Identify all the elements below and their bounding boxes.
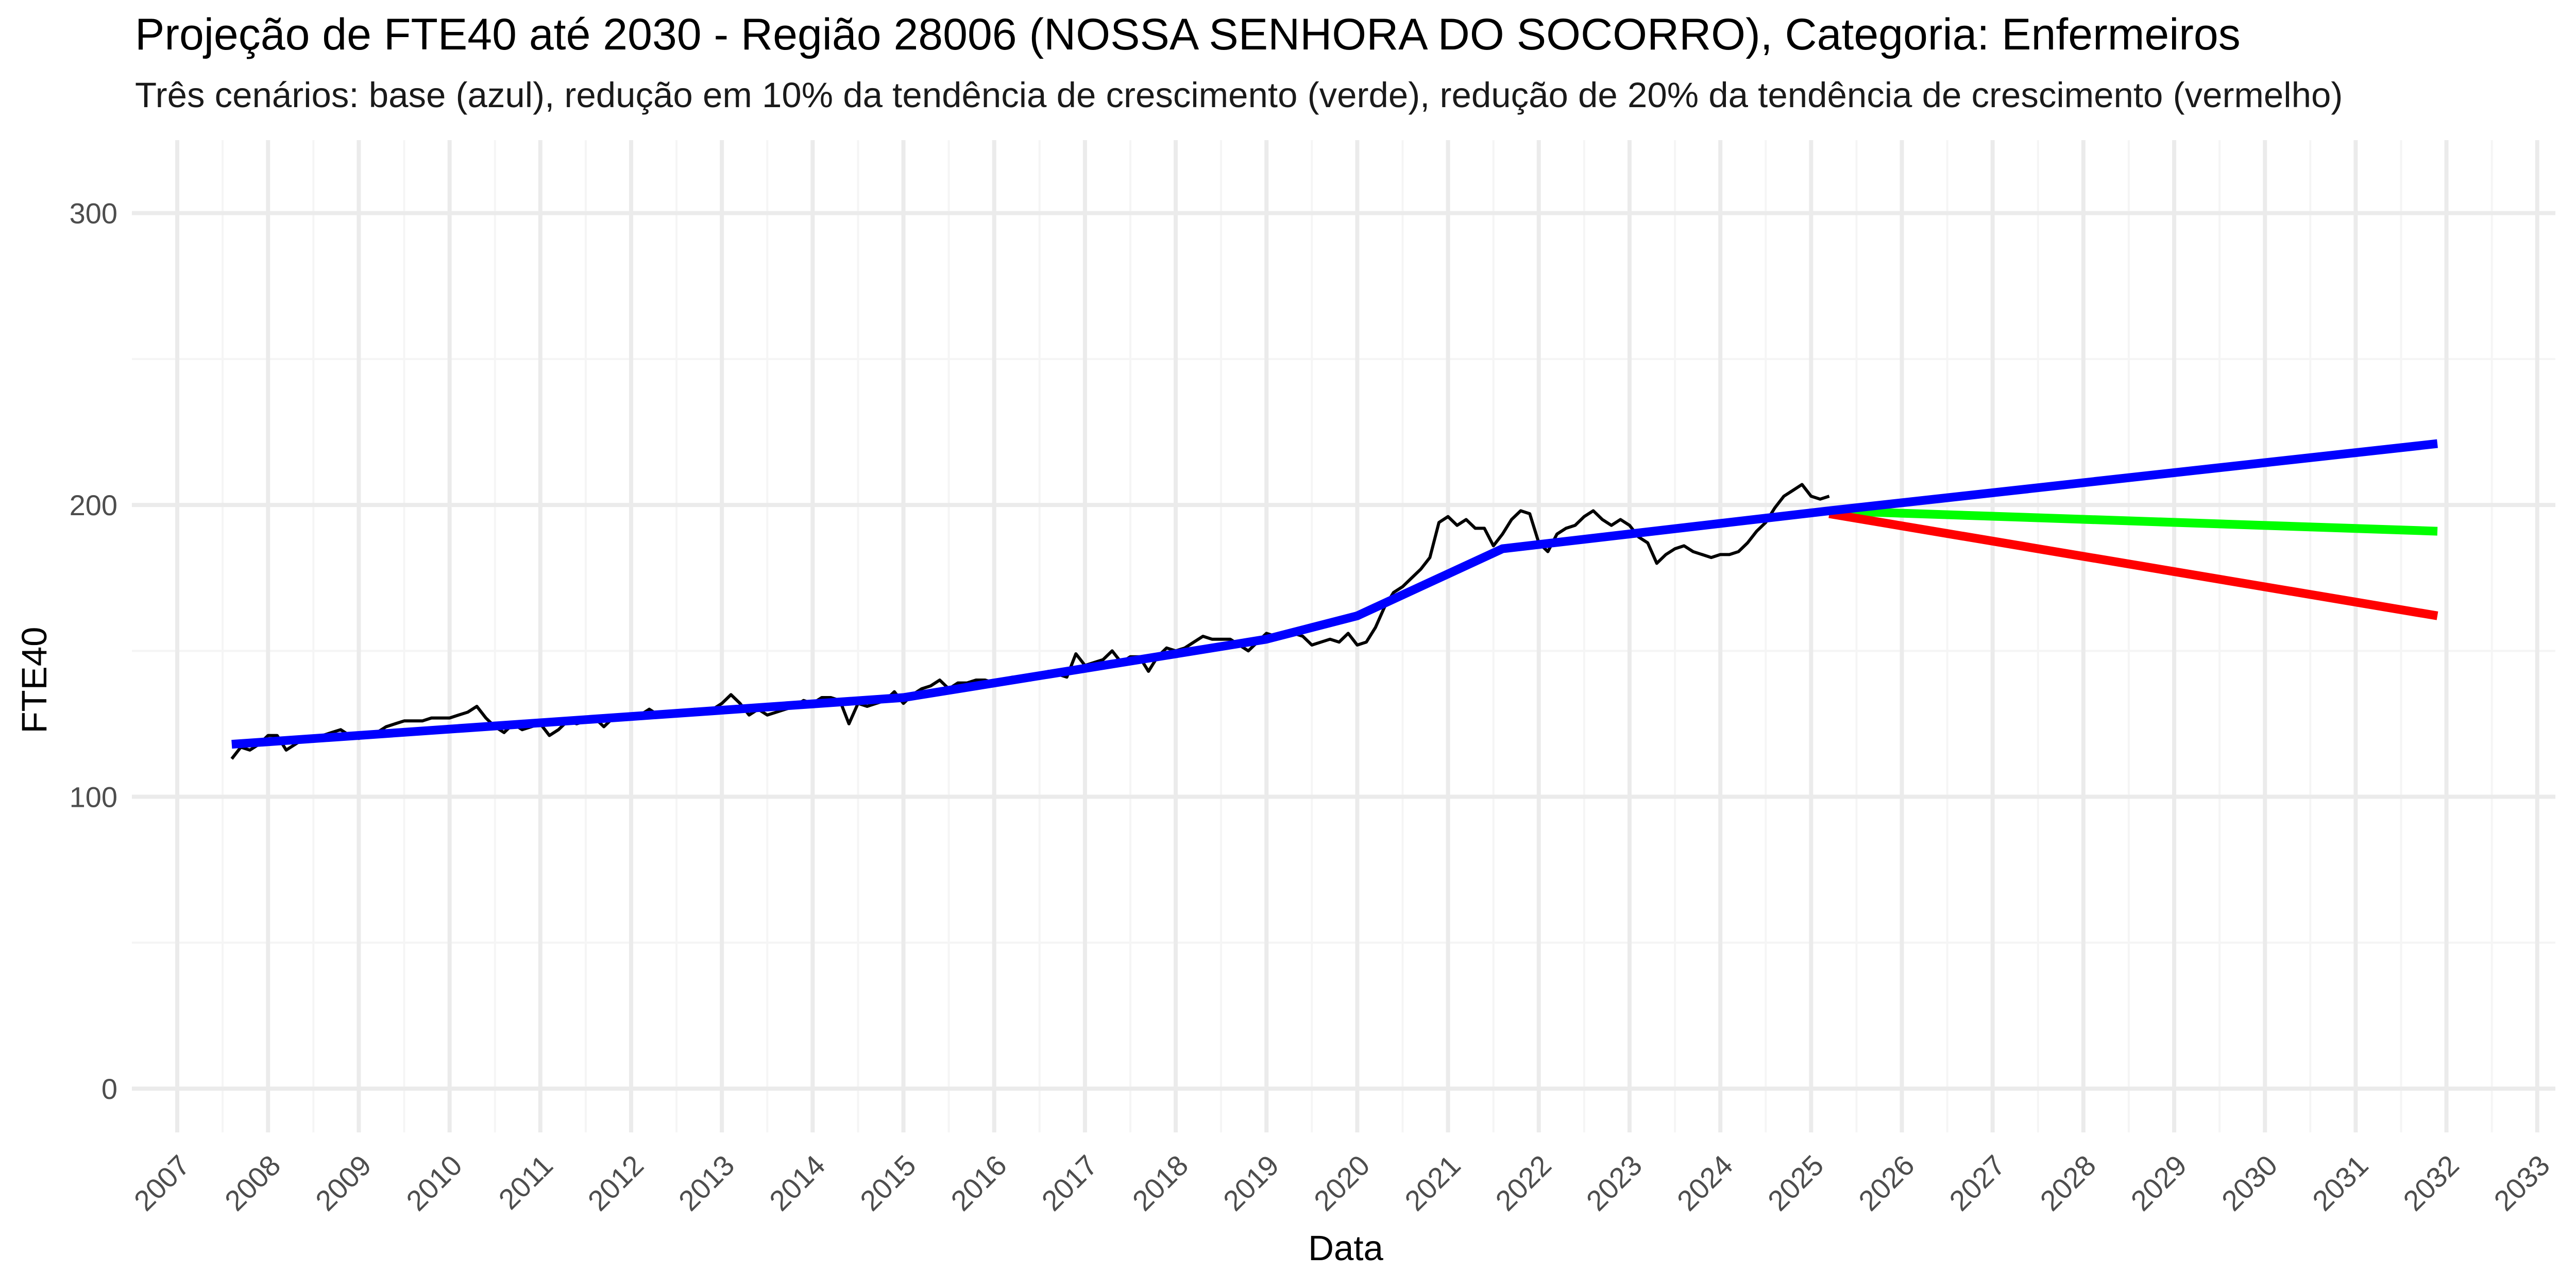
x-tick-label: 2022 [1489, 1149, 1557, 1217]
chart-series [230, 439, 2438, 760]
x-tick-label: 2011 [492, 1149, 559, 1216]
x-tick-label: 2032 [2397, 1149, 2465, 1217]
x-tick-label: 2007 [128, 1149, 196, 1217]
x-tick-label: 2023 [1580, 1149, 1649, 1217]
x-tick-label: 2008 [218, 1149, 287, 1217]
base-scenario-line [231, 439, 2438, 749]
reduction-10-scenario-line [1829, 506, 2438, 536]
x-tick-label: 2020 [1308, 1149, 1376, 1217]
y-tick-label: 300 [70, 197, 117, 230]
reduction-20-scenario-line [1828, 509, 2438, 620]
x-tick-label: 2019 [1217, 1149, 1285, 1217]
x-tick-label: 2029 [2125, 1149, 2193, 1217]
x-tick-label: 2026 [1852, 1149, 1921, 1217]
x-tick-label: 2014 [763, 1149, 832, 1217]
x-tick-label: 2031 [2306, 1149, 2375, 1217]
chart-subtitle: Três cenários: base (azul), redução em 1… [135, 75, 2343, 115]
x-tick-label: 2009 [309, 1149, 378, 1217]
x-tick-label: 2030 [2215, 1149, 2284, 1217]
x-tick-label: 2033 [2487, 1149, 2556, 1217]
x-tick-label: 2027 [1943, 1149, 2011, 1217]
x-tick-label: 2028 [2033, 1149, 2102, 1217]
y-tick-label: 0 [101, 1073, 117, 1105]
y-axis-title: FTE40 [14, 626, 54, 733]
x-tick-label: 2024 [1671, 1149, 1739, 1217]
y-tick-label: 200 [70, 489, 117, 521]
x-tick-label: 2016 [944, 1149, 1013, 1217]
x-axis-ticks: 2007 2008 2009 2010 2011 2012 2013 2014 2015 2016… [128, 1149, 2556, 1217]
grid-lines [132, 140, 2555, 1132]
x-tick-label: 2015 [854, 1149, 922, 1217]
x-tick-label: 2025 [1761, 1149, 1830, 1217]
y-axis-ticks: 0 100 200 300 [70, 197, 117, 1105]
x-tick-label: 2018 [1126, 1149, 1195, 1217]
x-tick-label: 2017 [1035, 1149, 1104, 1217]
x-tick-label: 2010 [400, 1149, 468, 1217]
x-tick-label: 2013 [672, 1149, 741, 1217]
x-tick-label: 2012 [582, 1149, 650, 1217]
x-tick-label: 2021 [1398, 1149, 1467, 1217]
observed-series-line [230, 483, 1830, 760]
x-axis-title: Data [1308, 1228, 1383, 1268]
chart-title: Projeção de FTE40 até 2030 - Região 2800… [135, 10, 2241, 59]
y-tick-label: 100 [70, 781, 117, 814]
